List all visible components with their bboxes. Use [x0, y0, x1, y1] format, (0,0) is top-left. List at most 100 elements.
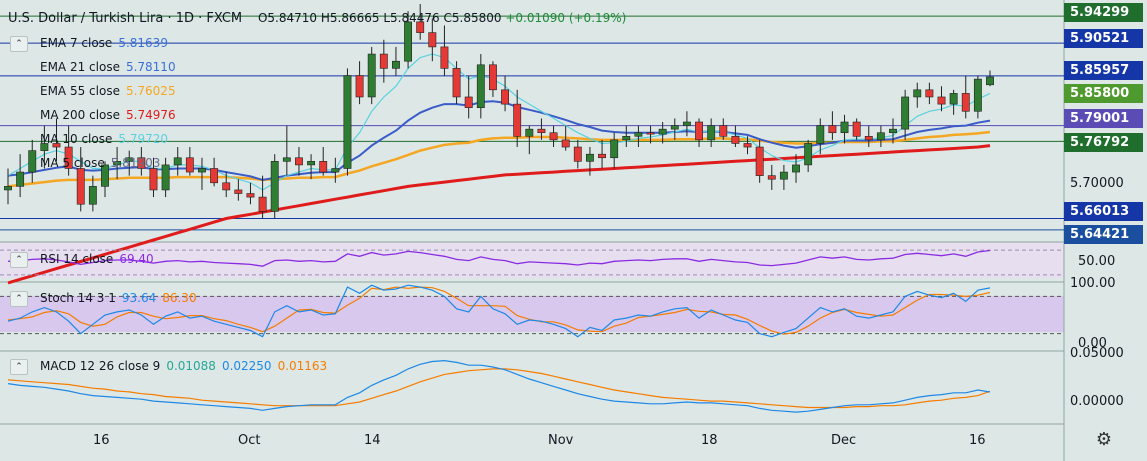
candle-body — [622, 136, 631, 141]
candle-body — [404, 21, 413, 62]
candle-body — [755, 146, 764, 176]
macd-axis-label-top: 0.05000 — [1070, 346, 1124, 361]
price-axis-label: 5.70000 — [1070, 176, 1124, 191]
candle-body — [173, 157, 182, 166]
candle-body — [476, 64, 485, 108]
legend-stoch[interactable]: Stoch 14 3 1 93.64 86.30 — [40, 291, 197, 305]
stoch-axis-label-bottom: 0.00 — [1078, 336, 1107, 351]
price-tag-6: 5.66013 — [1064, 202, 1143, 221]
legend-ema7-value: 5.81639 — [118, 36, 168, 50]
legend-rsi-value: 69.40 — [119, 252, 154, 266]
candle-body — [634, 132, 643, 137]
candle-body — [501, 89, 509, 105]
candle-body — [937, 96, 946, 105]
legend-rsi-label: RSI 14 close — [40, 252, 114, 266]
candle-body — [961, 93, 970, 112]
candle-body — [901, 96, 910, 130]
candle-body — [986, 76, 994, 86]
legend-macd[interactable]: MACD 12 26 close 9 0.01088 0.02250 0.01163 — [40, 359, 327, 373]
price-tag-7: 5.64421 — [1064, 225, 1143, 244]
ohlc-open: O5.84710 — [257, 11, 318, 25]
ema7-line — [7, 53, 991, 191]
stoch-collapse-button[interactable]: ⌃ — [10, 291, 28, 307]
candle-body — [319, 161, 328, 173]
candle-body — [270, 161, 279, 212]
candle-body — [125, 157, 134, 162]
candle-body — [949, 93, 958, 105]
symbol-header: U.S. Dollar / Turkish Lira · 1D · FXCM O… — [8, 11, 626, 26]
candle-body — [416, 21, 425, 33]
ma200-line — [7, 144, 991, 285]
candle-body — [4, 186, 12, 191]
candle-body — [331, 168, 340, 173]
legend-ema21[interactable]: EMA 21 close 5.78110 — [40, 60, 176, 74]
candle-body — [719, 125, 728, 137]
candle-body — [549, 132, 558, 141]
legend-stoch-k: 93.64 — [121, 291, 157, 305]
candle-body — [840, 121, 849, 134]
time-label-1: Oct — [238, 433, 261, 448]
candle-body — [889, 128, 897, 134]
candle-body — [598, 153, 606, 159]
legend-stoch-label: Stoch 14 3 1 — [40, 291, 116, 305]
candle-body — [828, 125, 837, 134]
candle-body — [658, 128, 667, 135]
candle-body — [367, 53, 376, 98]
ema21-line — [7, 100, 991, 181]
stoch-k-line — [7, 284, 991, 338]
legend-ma200[interactable]: MA 200 close 5.74976 — [40, 108, 176, 122]
candle-body — [864, 136, 873, 141]
candle-body — [573, 146, 582, 162]
legend-ema21-label: EMA 21 close — [40, 60, 120, 74]
candle-body — [101, 164, 109, 187]
legend-ma10-value: 5.79720 — [118, 132, 168, 146]
candle-body — [234, 189, 243, 194]
rsi-band — [0, 242, 1064, 278]
candle-body — [779, 171, 788, 180]
candle-body — [513, 103, 522, 137]
candle-body — [137, 157, 146, 169]
candle-body — [489, 64, 497, 91]
ohlc-low: L5.84476 — [383, 11, 440, 25]
gear-icon[interactable]: ⚙ — [1095, 429, 1113, 450]
legend-ma5[interactable]: MA 5 close 5.81903 — [40, 156, 160, 170]
candle-body — [525, 128, 534, 137]
rsi-axis-label: 50.00 — [1078, 254, 1116, 269]
stoch-d-line — [7, 286, 991, 335]
candle-body — [355, 75, 364, 98]
legend-ma200-label: MA 200 close — [40, 108, 121, 122]
candle-body — [379, 53, 388, 69]
rsi-collapse-button[interactable]: ⌃ — [10, 252, 28, 268]
legend-ema55-label: EMA 55 close — [40, 84, 120, 98]
candle-body — [913, 89, 922, 98]
legend-rsi[interactable]: RSI 14 close 69.40 — [40, 252, 154, 266]
legend-ema55-value: 5.76025 — [125, 84, 176, 98]
candle-body — [52, 143, 61, 148]
price-tag-3: 5.85800 — [1064, 84, 1143, 103]
legend-ema7-label: EMA 7 close — [40, 36, 113, 50]
legend-ma10[interactable]: MA 10 close 5.79720 — [40, 132, 168, 146]
legend-ema55[interactable]: EMA 55 close 5.76025 — [40, 84, 176, 98]
candle-body — [464, 96, 473, 108]
macd-collapse-button[interactable]: ⌃ — [10, 359, 28, 375]
symbol-title[interactable]: U.S. Dollar / Turkish Lira · 1D · FXCM — [8, 11, 243, 26]
candle-body — [707, 125, 716, 141]
candle-body — [113, 161, 122, 166]
price-tag-1: 5.90521 — [1064, 29, 1143, 48]
legend-ma5-label: MA 5 close — [40, 156, 105, 170]
candle-body — [973, 78, 982, 112]
candle-body — [585, 153, 594, 162]
ohlc-close: C5.85800 — [443, 11, 502, 25]
candle-body — [76, 168, 85, 205]
legend-ema7[interactable]: EMA 7 close 5.81639 — [40, 36, 168, 50]
ohlc-change: +0.01090 (+0.19%) — [505, 11, 627, 25]
candle-body — [610, 139, 619, 159]
legend-collapse-button[interactable]: ⌃ — [10, 36, 28, 52]
time-label-4: 18 — [701, 433, 718, 448]
legend-ma200-value: 5.74976 — [126, 108, 176, 122]
candle-body — [246, 193, 255, 198]
rsi-line — [7, 249, 991, 267]
legend-macd-label: MACD 12 26 close 9 — [40, 359, 161, 373]
candle-body — [343, 75, 352, 169]
